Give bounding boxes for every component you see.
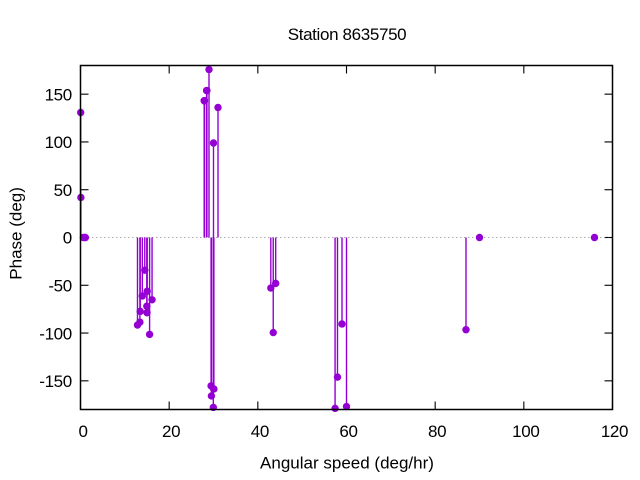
svg-text:80: 80 [428,422,446,441]
svg-text:0: 0 [78,422,87,441]
svg-text:-50: -50 [48,276,72,295]
svg-text:Angular speed (deg/hr): Angular speed (deg/hr) [260,454,434,473]
svg-text:100: 100 [45,133,72,152]
svg-text:Phase (deg): Phase (deg) [7,187,26,280]
svg-text:50: 50 [54,181,72,200]
svg-text:40: 40 [251,422,269,441]
svg-text:Station 8635750: Station 8635750 [288,25,407,44]
svg-text:120: 120 [601,422,628,441]
svg-text:100: 100 [512,422,539,441]
svg-text:150: 150 [45,85,72,104]
svg-text:60: 60 [339,422,357,441]
svg-text:-100: -100 [39,324,72,343]
svg-text:-150: -150 [39,372,72,391]
svg-text:20: 20 [162,422,180,441]
svg-text:0: 0 [63,229,72,248]
